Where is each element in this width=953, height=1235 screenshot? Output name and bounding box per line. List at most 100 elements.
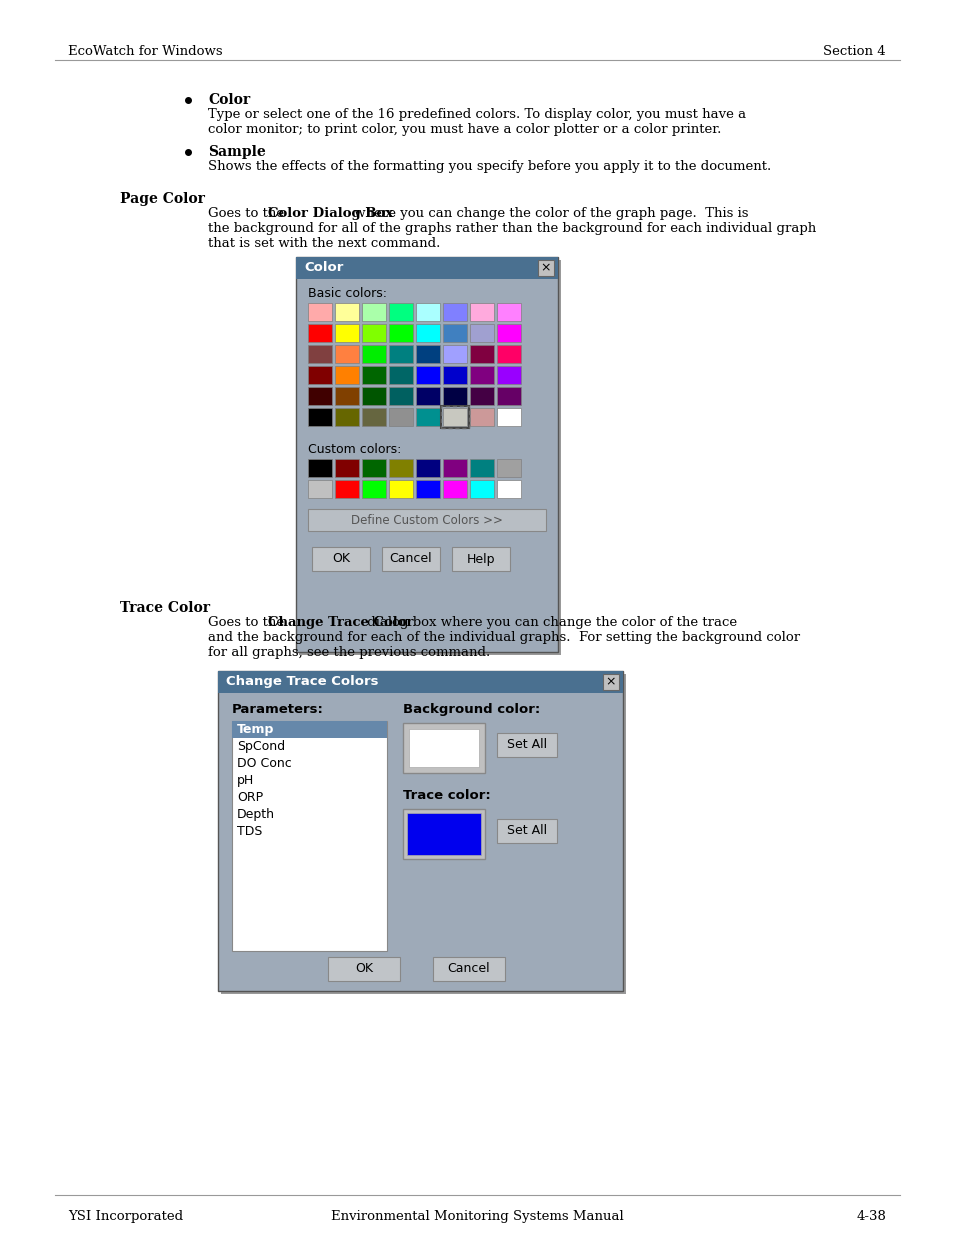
Text: for all graphs, see the previous command.: for all graphs, see the previous command… — [208, 646, 490, 659]
Bar — [335, 324, 358, 342]
Bar — [470, 324, 494, 342]
Bar — [497, 819, 557, 844]
Bar — [470, 459, 494, 477]
Text: Background color:: Background color: — [402, 703, 539, 716]
Text: Color Dialog Box: Color Dialog Box — [268, 207, 393, 220]
Bar — [497, 459, 520, 477]
Bar — [361, 459, 386, 477]
Bar — [361, 408, 386, 426]
Bar — [497, 408, 520, 426]
Text: the background for all of the graphs rather than the background for each individ: the background for all of the graphs rat… — [208, 222, 816, 235]
Text: EcoWatch for Windows: EcoWatch for Windows — [68, 44, 222, 58]
Text: and the background for each of the individual graphs.  For setting the backgroun: and the background for each of the indiv… — [208, 631, 800, 643]
Text: 4-38: 4-38 — [855, 1210, 885, 1223]
Text: OK: OK — [355, 962, 373, 976]
Text: Trace Color: Trace Color — [120, 601, 210, 615]
Bar — [312, 547, 370, 571]
Bar — [416, 303, 439, 321]
Bar — [335, 387, 358, 405]
Bar — [308, 459, 332, 477]
Bar — [389, 408, 413, 426]
Text: Depth: Depth — [236, 808, 274, 821]
Bar — [442, 459, 467, 477]
Bar — [470, 366, 494, 384]
Bar — [442, 408, 467, 426]
Bar — [335, 408, 358, 426]
Bar — [497, 734, 557, 757]
Bar — [470, 303, 494, 321]
Bar — [497, 303, 520, 321]
Bar — [308, 480, 332, 498]
Bar — [218, 671, 622, 693]
Text: Set All: Set All — [506, 739, 546, 752]
Bar — [470, 387, 494, 405]
Bar — [361, 345, 386, 363]
Text: SpCond: SpCond — [236, 740, 285, 753]
Text: Goes to the: Goes to the — [208, 616, 288, 629]
Bar — [335, 480, 358, 498]
Bar — [442, 480, 467, 498]
Text: ×: × — [540, 262, 551, 274]
Text: Help: Help — [466, 552, 495, 566]
Text: pH: pH — [236, 774, 254, 787]
Bar — [335, 345, 358, 363]
Bar — [308, 366, 332, 384]
Text: dialog box where you can change the color of the trace: dialog box where you can change the colo… — [363, 616, 737, 629]
Text: Section 4: Section 4 — [822, 44, 885, 58]
Bar — [407, 813, 480, 855]
Bar — [221, 674, 625, 994]
Text: Color: Color — [208, 93, 250, 107]
Bar — [442, 387, 467, 405]
Text: Sample: Sample — [208, 144, 266, 159]
Text: Page Color: Page Color — [120, 191, 205, 206]
Text: YSI Incorporated: YSI Incorporated — [68, 1210, 183, 1223]
Bar — [416, 345, 439, 363]
Bar — [470, 480, 494, 498]
Bar — [497, 366, 520, 384]
Bar — [308, 387, 332, 405]
Text: Parameters:: Parameters: — [232, 703, 323, 716]
Bar — [361, 324, 386, 342]
Bar — [442, 303, 467, 321]
Bar — [389, 387, 413, 405]
Bar — [433, 957, 504, 981]
Text: Set All: Set All — [506, 825, 546, 837]
Text: that is set with the next command.: that is set with the next command. — [208, 237, 440, 249]
Text: color monitor; to print color, you must have a color plotter or a color printer.: color monitor; to print color, you must … — [208, 124, 720, 136]
Bar — [381, 547, 439, 571]
Text: ×: × — [605, 676, 616, 688]
Bar — [308, 509, 545, 531]
Bar — [416, 387, 439, 405]
Bar — [328, 957, 399, 981]
Text: OK: OK — [332, 552, 350, 566]
Bar — [389, 303, 413, 321]
Bar — [295, 257, 558, 652]
Bar — [308, 324, 332, 342]
Text: Cancel: Cancel — [389, 552, 432, 566]
Bar — [470, 345, 494, 363]
Text: ORP: ORP — [236, 790, 263, 804]
Bar — [389, 459, 413, 477]
Text: Change Trace Color: Change Trace Color — [268, 616, 413, 629]
Bar — [409, 729, 478, 767]
Text: Type or select one of the 16 predefined colors. To display color, you must have : Type or select one of the 16 predefined … — [208, 107, 745, 121]
Bar — [452, 547, 510, 571]
Bar — [497, 387, 520, 405]
Text: Temp: Temp — [236, 722, 274, 736]
Bar — [308, 345, 332, 363]
Bar — [416, 408, 439, 426]
Text: Environmental Monitoring Systems Manual: Environmental Monitoring Systems Manual — [331, 1210, 622, 1223]
Text: Define Custom Colors >>: Define Custom Colors >> — [351, 514, 502, 526]
Text: Basic colors:: Basic colors: — [308, 287, 387, 300]
Bar — [442, 345, 467, 363]
Bar — [389, 480, 413, 498]
Bar — [416, 324, 439, 342]
Bar — [440, 406, 469, 429]
Text: TDS: TDS — [236, 825, 262, 839]
Bar — [416, 480, 439, 498]
Text: Color: Color — [304, 261, 343, 274]
Bar — [416, 459, 439, 477]
Bar — [298, 261, 560, 655]
Text: Cancel: Cancel — [447, 962, 490, 976]
Bar — [402, 722, 484, 773]
